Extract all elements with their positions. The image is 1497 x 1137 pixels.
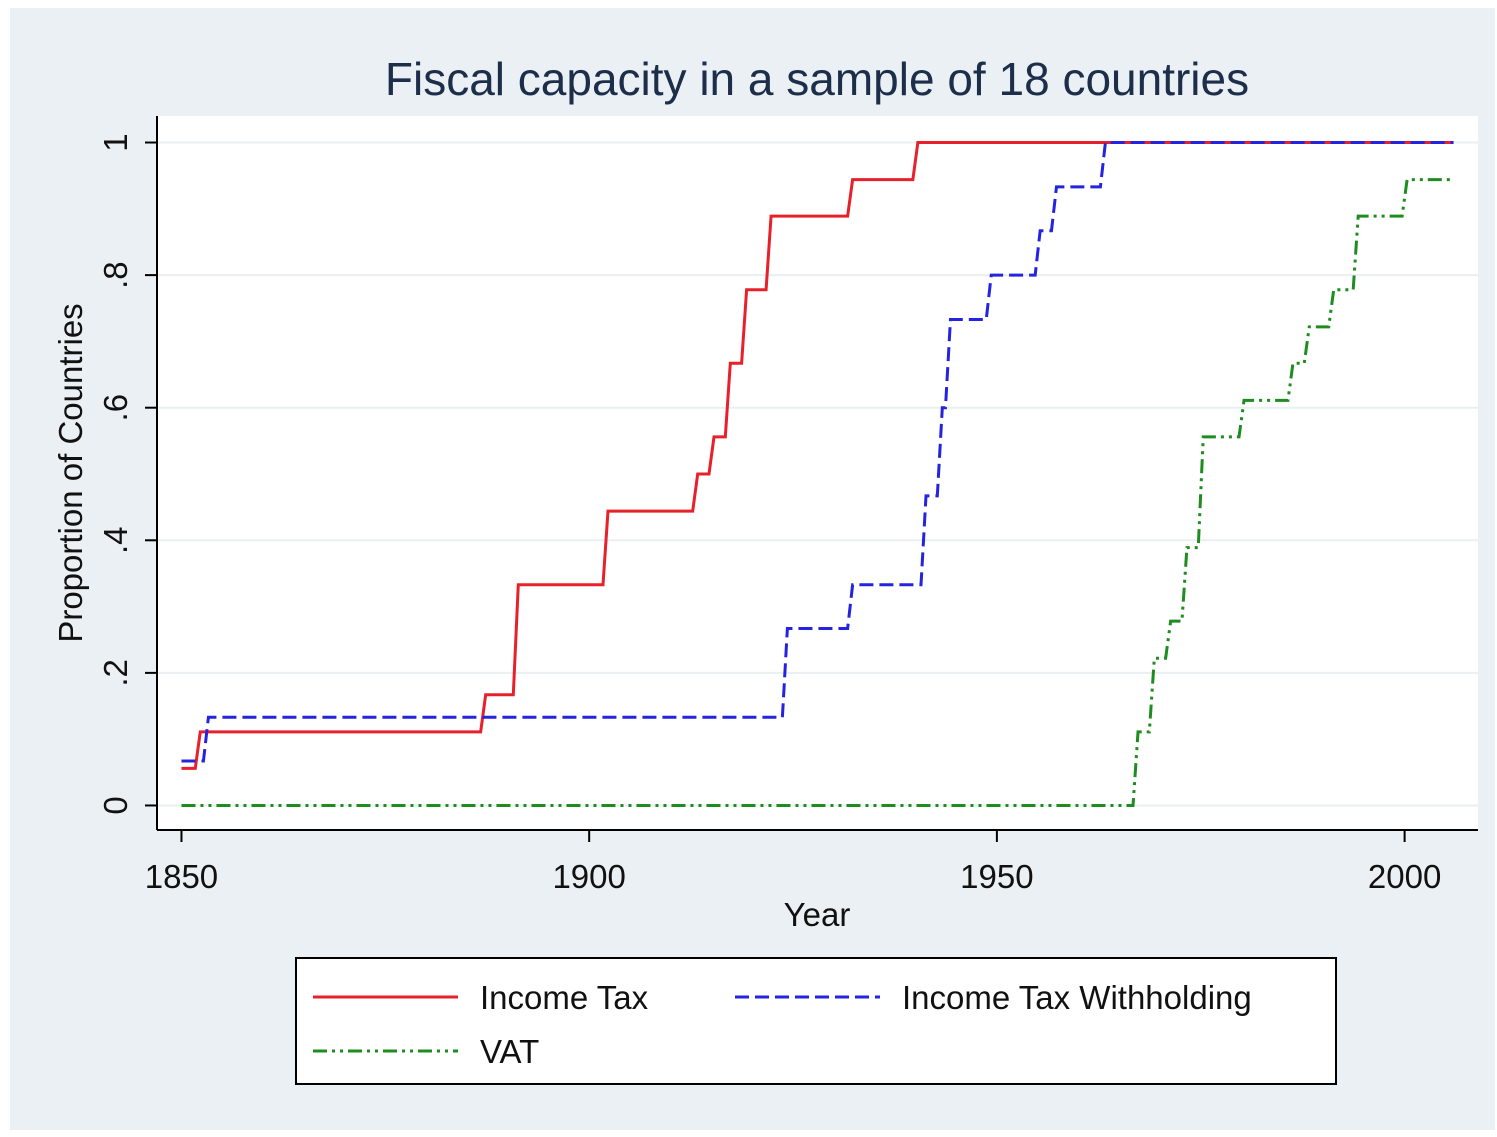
chart-title: Fiscal capacity in a sample of 18 countr… — [385, 53, 1249, 105]
legend-label: Income Tax — [480, 979, 649, 1016]
x-tick-label: 1950 — [960, 858, 1033, 895]
y-tick-label: 0 — [97, 796, 134, 814]
series-line — [181, 141, 1454, 770]
y-axis-label: Proportion of Countries — [52, 303, 89, 642]
series-line — [181, 141, 1454, 763]
legend-label: VAT — [480, 1033, 539, 1070]
y-tick-label: .2 — [97, 659, 134, 687]
series-line — [181, 178, 1454, 807]
y-axis-ticks: 0 .2 .4 .6 .8 1 — [97, 133, 157, 815]
x-tick-label: 1850 — [145, 858, 218, 895]
y-tick-label: .4 — [97, 527, 134, 555]
x-tick-label: 2000 — [1368, 858, 1441, 895]
plot-area — [157, 116, 1478, 830]
legend: Income Tax Income Tax Withholding VAT — [295, 957, 1337, 1085]
series-layer — [181, 141, 1454, 807]
y-tick-label: .8 — [97, 261, 134, 289]
y-tick-label: .6 — [97, 394, 134, 422]
legend-label: Income Tax Withholding — [902, 979, 1252, 1016]
legend-box — [295, 957, 1337, 1085]
y-tick-label: 1 — [97, 133, 134, 151]
x-axis-ticks: 1850 1900 1950 2000 — [145, 830, 1441, 895]
x-axis-label: Year — [784, 896, 851, 933]
x-tick-label: 1900 — [552, 858, 625, 895]
